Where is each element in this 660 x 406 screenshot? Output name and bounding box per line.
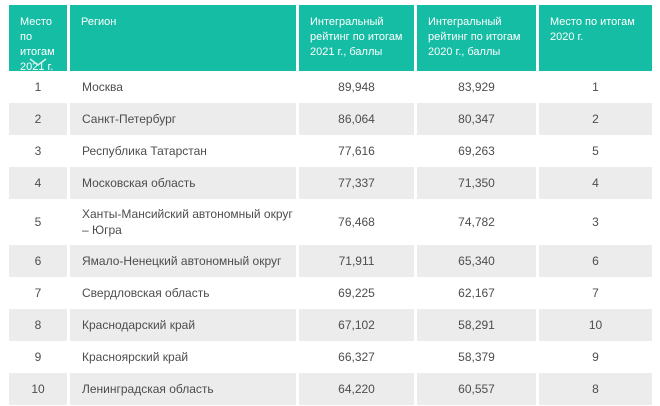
column-header-place-2021[interactable]: Место по итогам 2021 г. bbox=[9, 5, 67, 73]
cell-place-2020: 9 bbox=[592, 350, 599, 364]
column-header-label: Место по итогам 2020 г. bbox=[550, 16, 635, 43]
cell-place-2021: 8 bbox=[9, 309, 67, 341]
cell-rating-2020: 74,782 bbox=[458, 215, 495, 229]
cell-region: Республика Татарстан bbox=[82, 144, 207, 158]
column-header-label: Регион bbox=[81, 16, 117, 28]
cell-rating-2021: 71,911 bbox=[299, 245, 414, 277]
cell-place-2020: 7 bbox=[592, 286, 599, 300]
sort-desc-chevron-icon bbox=[29, 58, 47, 66]
cell-rating-2021: 76,468 bbox=[338, 215, 375, 229]
cell-rating-2021: 77,337 bbox=[299, 167, 414, 199]
cell-region: Краснодарский край bbox=[70, 309, 296, 341]
cell-region: Свердловская область bbox=[82, 286, 210, 300]
cell-place-2020: 5 bbox=[592, 144, 599, 158]
column-header-rating-2021[interactable]: Интегральный рейтинг по итогам 2021 г., … bbox=[299, 5, 414, 71]
cell-place-2021: 5 bbox=[34, 215, 42, 229]
table-row: 9 Красноярский край 66,327 58,379 9 bbox=[9, 341, 652, 373]
table-row: 7 Свердловская область 69,225 62,167 7 bbox=[9, 277, 652, 309]
cell-region: Санкт-Петербург bbox=[70, 103, 296, 135]
cell-rating-2021: 66,327 bbox=[338, 350, 375, 364]
cell-place-2021: 10 bbox=[9, 373, 67, 405]
column-header-label: Интегральный рейтинг по итогам 2020 г., … bbox=[428, 16, 521, 58]
cell-rating-2020: 69,263 bbox=[458, 144, 495, 158]
cell-region: Ханты-Мансийский автономный округ – Югра bbox=[82, 207, 293, 237]
table-row: 3 Республика Татарстан 77,616 69,263 5 bbox=[9, 135, 652, 167]
cell-place-2020: 3 bbox=[592, 215, 599, 229]
column-header-label: Место по итогам 2021 г. bbox=[20, 16, 55, 73]
regions-rating-table: Место по итогам 2021 г. Регион Интеграль… bbox=[9, 5, 652, 405]
table-row: 8 Краснодарский край 67,102 58,291 10 bbox=[9, 309, 652, 341]
table-row: 1 Москва 89,948 83,929 1 bbox=[9, 71, 652, 103]
cell-rating-2021: 86,064 bbox=[299, 103, 414, 135]
cell-rating-2021: 67,102 bbox=[299, 309, 414, 341]
cell-rating-2020: 65,340 bbox=[417, 245, 536, 277]
cell-region: Ленинградская область bbox=[70, 373, 296, 405]
cell-place-2021: 1 bbox=[34, 80, 42, 94]
cell-rating-2021: 89,948 bbox=[338, 80, 375, 94]
table-header-row: Место по итогам 2021 г. Регион Интеграль… bbox=[9, 5, 652, 73]
column-header-label: Интегральный рейтинг по итогам 2021 г., … bbox=[310, 16, 403, 58]
cell-place-2020: 1 bbox=[592, 80, 599, 94]
cell-rating-2020: 71,350 bbox=[417, 167, 536, 199]
cell-rating-2021: 77,616 bbox=[338, 144, 375, 158]
column-header-region[interactable]: Регион bbox=[70, 5, 296, 71]
cell-place-2021: 3 bbox=[34, 144, 42, 158]
cell-place-2021: 6 bbox=[9, 245, 67, 277]
table-row: 2 Санкт-Петербург 86,064 80,347 2 bbox=[9, 103, 652, 135]
table-row: 5 Ханты-Мансийский автономный округ – Юг… bbox=[9, 199, 652, 245]
cell-place-2020: 4 bbox=[539, 167, 652, 199]
cell-rating-2021: 64,220 bbox=[299, 373, 414, 405]
table-row: 4 Московская область 77,337 71,350 4 bbox=[9, 167, 652, 199]
column-header-rating-2020[interactable]: Интегральный рейтинг по итогам 2020 г., … bbox=[417, 5, 536, 71]
cell-region: Москва bbox=[82, 80, 123, 94]
cell-region: Московская область bbox=[70, 167, 296, 199]
cell-place-2021: 9 bbox=[34, 350, 42, 364]
cell-place-2021: 2 bbox=[9, 103, 67, 135]
table-row: 10 Ленинградская область 64,220 60,557 8 bbox=[9, 373, 652, 405]
cell-place-2020: 2 bbox=[539, 103, 652, 135]
cell-region: Красноярский край bbox=[82, 350, 189, 364]
cell-region: Ямало-Ненецкий автономный округ bbox=[70, 245, 296, 277]
cell-rating-2020: 60,557 bbox=[417, 373, 536, 405]
column-header-place-2020[interactable]: Место по итогам 2020 г. bbox=[539, 5, 652, 71]
cell-place-2020: 10 bbox=[539, 309, 652, 341]
cell-rating-2020: 58,379 bbox=[458, 350, 495, 364]
cell-rating-2021: 69,225 bbox=[338, 286, 375, 300]
cell-rating-2020: 83,929 bbox=[458, 80, 495, 94]
cell-place-2021: 7 bbox=[34, 286, 42, 300]
table-row: 6 Ямало-Ненецкий автономный округ 71,911… bbox=[9, 245, 652, 277]
cell-rating-2020: 58,291 bbox=[417, 309, 536, 341]
cell-place-2020: 8 bbox=[539, 373, 652, 405]
cell-rating-2020: 80,347 bbox=[417, 103, 536, 135]
cell-place-2021: 4 bbox=[9, 167, 67, 199]
cell-rating-2020: 62,167 bbox=[458, 286, 495, 300]
cell-place-2020: 6 bbox=[539, 245, 652, 277]
